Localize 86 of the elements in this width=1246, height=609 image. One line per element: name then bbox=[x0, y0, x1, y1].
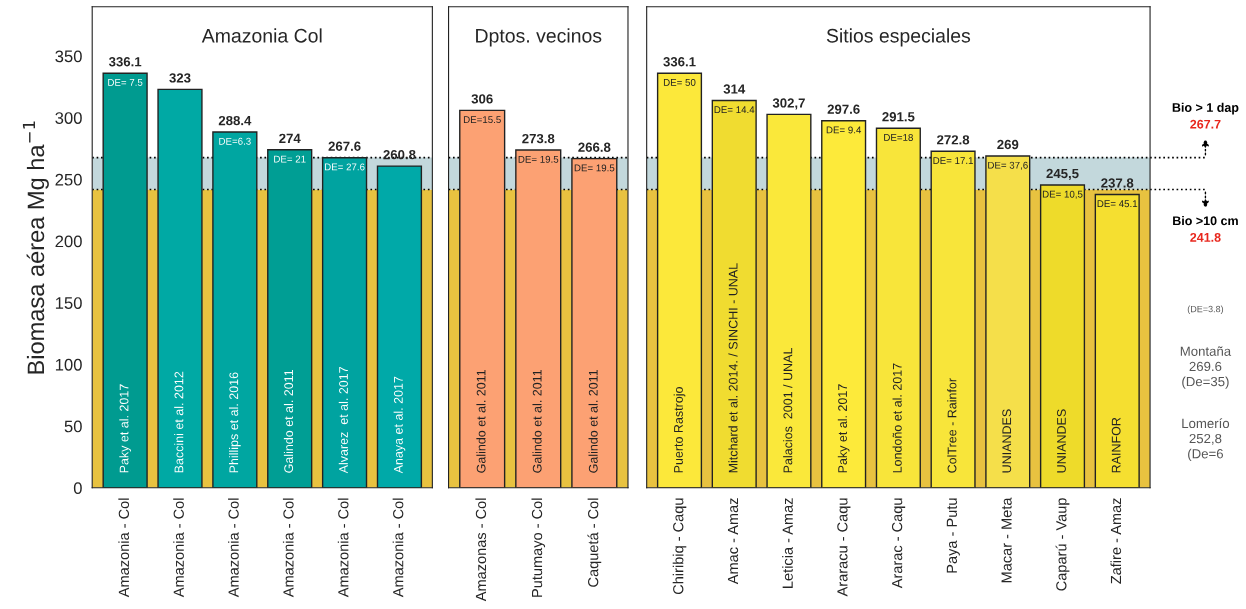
data-label: 336.1 bbox=[108, 57, 142, 67]
text: Dptos. vecinos bbox=[476, 28, 602, 47]
x-tick-label: Amazonia - Col bbox=[282, 498, 294, 598]
x-tick-label: Ararac - Caqu bbox=[891, 498, 906, 589]
text: Montaña 269.6 (De=35) bbox=[1180, 346, 1232, 389]
y-tick-label: 50 bbox=[64, 420, 82, 433]
legend-label: Bio >10 cm 241.8 bbox=[1173, 215, 1238, 242]
y-tick-label: 0 bbox=[73, 482, 82, 495]
annotation: Galindo et al. 2011 bbox=[283, 369, 294, 473]
annotation: Galindo et al. 2011 bbox=[532, 369, 542, 473]
ref-line-label: Bio > 1 dap 267.7 bbox=[1172, 102, 1239, 129]
annotation: ColTree - Rainfor bbox=[947, 378, 957, 473]
y-tick-label: 200 bbox=[55, 235, 82, 248]
annotation: Galindo et al. 2011 bbox=[588, 369, 598, 473]
annotation: DE= 21 bbox=[274, 155, 306, 163]
annotation: RAINFOR bbox=[1111, 417, 1121, 473]
text: (DE=3.8) bbox=[1187, 305, 1224, 314]
data-label: 302,7 bbox=[772, 98, 805, 110]
data-label: 314 bbox=[723, 84, 746, 94]
x-tick-label: Amazonia - Col bbox=[337, 498, 349, 598]
annotation: DE= 17.1 bbox=[933, 157, 974, 164]
annotation: DE= 37,6 bbox=[988, 161, 1028, 170]
x-tick-label: Amazonia - Col bbox=[392, 498, 404, 598]
annotation: DE=18 bbox=[884, 134, 913, 141]
data-label: 323 bbox=[169, 73, 191, 83]
data-label: 269 bbox=[997, 139, 1019, 150]
annotation: Londoño et al. 2017 bbox=[892, 363, 902, 473]
annotation: Galindo et al. 2011 bbox=[476, 369, 486, 473]
data-label: 266.8 bbox=[578, 142, 611, 152]
x-tick-label: Caparú - Vaup bbox=[1055, 498, 1070, 591]
annotation: DE= 14.4 bbox=[714, 106, 755, 114]
data-label: 245,5 bbox=[1046, 168, 1079, 181]
annotation: Puerto Rastrojo bbox=[673, 387, 686, 473]
data-label: 273.8 bbox=[522, 133, 555, 144]
y-tick-label: 350 bbox=[55, 50, 82, 63]
annotation: Paky et al. 2017 bbox=[119, 384, 131, 473]
annotation: DE= 9.4 bbox=[826, 126, 862, 134]
data-label: 291.5 bbox=[882, 112, 915, 122]
annotation: DE=6.3 bbox=[219, 137, 251, 145]
y-tick-label: 150 bbox=[55, 297, 82, 309]
annotation: DE= 50 bbox=[663, 79, 696, 86]
annotation: Baccini et al. 2012 bbox=[174, 371, 184, 473]
x-tick-label: Amac - Amaz bbox=[727, 498, 739, 585]
x-tick-label: Putumayo - Col bbox=[531, 498, 546, 597]
annotation: DE= 45.1 bbox=[1097, 200, 1138, 208]
annotation: Paky et al. 2017 bbox=[837, 384, 850, 473]
x-tick-label: Caquetá - Col bbox=[587, 498, 602, 587]
x-tick-label: Amazonia - Col bbox=[118, 498, 130, 598]
annotation: DE= 19.5 bbox=[574, 164, 615, 172]
x-tick-label: Amazonia - Col bbox=[228, 498, 239, 598]
data-label: 267.6 bbox=[328, 141, 361, 151]
data-label: 297.6 bbox=[827, 104, 860, 114]
annotation: DE= 19.5 bbox=[518, 155, 559, 163]
annotation: Anaya et al. 2017 bbox=[393, 376, 406, 474]
annotation: UNIANDES bbox=[1002, 409, 1012, 473]
data-label: 306 bbox=[471, 94, 493, 104]
annotation: DE=15.5 bbox=[463, 116, 501, 124]
annotation: DE= 27.6 bbox=[324, 163, 365, 171]
data-label: 336.1 bbox=[663, 57, 696, 67]
x-tick-label: Paya - Putu bbox=[946, 498, 960, 573]
y-axis-title: Biomasa aérea Mg ha$^{−1}$ bbox=[22, 121, 49, 374]
y-tick-label: 300 bbox=[55, 112, 82, 124]
y-tick-label: 250 bbox=[55, 173, 82, 186]
y-tick-label: 100 bbox=[55, 358, 82, 371]
annotation: Alvarez et al. 2017 bbox=[338, 367, 348, 474]
x-tick-label: Araracu - Caqu bbox=[837, 498, 851, 597]
annotation: Mitchard et al. 2014. / SINCHI - UNAL bbox=[728, 263, 738, 473]
data-label: 237.8 bbox=[1101, 178, 1134, 188]
data-label: 260.8 bbox=[383, 149, 416, 160]
x-tick-label: Amazonas - Col bbox=[475, 498, 487, 602]
data-label: 272.8 bbox=[937, 135, 970, 145]
x-tick-label: Macar - Meta bbox=[1001, 497, 1012, 583]
text: Amazonia Col bbox=[201, 28, 322, 43]
text: Sitios especiales bbox=[826, 28, 971, 47]
text: Lomerío 252,8 (De=6 bbox=[1182, 418, 1230, 462]
annotation: Palacios 2001 / UNAL bbox=[783, 348, 793, 473]
x-tick-label: Amazonia - Col bbox=[173, 498, 184, 598]
annotation: DE= 10,5 bbox=[1042, 190, 1083, 199]
data-label: 288.4 bbox=[218, 115, 252, 126]
annotation: UNIANDES bbox=[1057, 409, 1066, 473]
x-tick-label: Leticia - Amaz bbox=[782, 498, 793, 588]
annotation: DE= 7.5 bbox=[108, 79, 143, 86]
annotation: Phillips et al. 2016 bbox=[229, 372, 241, 473]
data-label: 274 bbox=[279, 133, 301, 143]
x-tick-label: Zafire - Amaz bbox=[1110, 498, 1122, 584]
x-tick-label: Chiribiq - Caqu bbox=[672, 498, 687, 595]
